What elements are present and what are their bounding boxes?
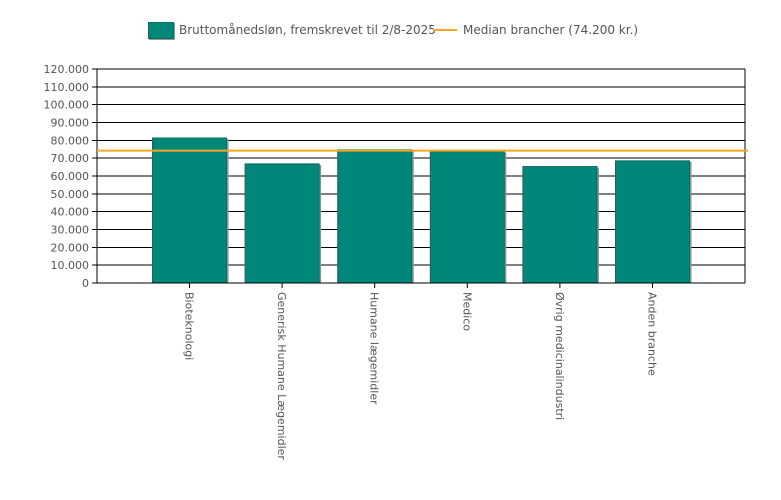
y-tick-label: 110.000 — [44, 81, 90, 94]
x-tick-label: Humane lægemidler — [368, 292, 381, 405]
bar — [337, 149, 413, 284]
bar — [615, 160, 690, 284]
legend-label-median: Median brancher (74.200 kr.) — [463, 23, 639, 37]
y-tick-label: 90.000 — [51, 117, 90, 130]
legend-item-salary[interactable]: Bruttomånedsløn, fremskrevet til 2/8-202… — [148, 20, 436, 40]
legend-swatch-salary — [148, 21, 174, 39]
legend-label-salary: Bruttomånedsløn, fremskrevet til 2/8-202… — [179, 23, 436, 37]
bar — [522, 166, 598, 284]
y-tick-label: 30.000 — [51, 224, 90, 237]
x-tick-label: Bioteknologi — [183, 292, 196, 360]
y-tick-label: 50.000 — [51, 188, 90, 201]
y-tick-label: 80.000 — [51, 134, 90, 147]
x-tick-label: Øvrig medicinalindustri — [553, 292, 566, 420]
y-tick-label: 60.000 — [51, 170, 90, 183]
y-tick-label: 40.000 — [51, 206, 90, 219]
bar — [152, 137, 227, 284]
y-tick-label: 120.000 — [44, 63, 90, 76]
legend-swatch-median — [433, 29, 457, 31]
legend: Bruttomånedsløn, fremskrevet til 2/8-202… — [0, 20, 781, 40]
y-tick-label: 70.000 — [51, 152, 90, 165]
y-tick-label: 20.000 — [51, 241, 90, 254]
bar — [429, 150, 505, 284]
legend-item-median[interactable]: Median brancher (74.200 kr.) — [433, 20, 638, 40]
x-tick-label: Anden branche — [646, 292, 659, 376]
y-tick-label: 10.000 — [51, 259, 90, 272]
x-tick-label: Generisk Humane Lægemidler — [275, 292, 288, 460]
x-tick-label: Medico — [460, 292, 473, 331]
bar — [244, 163, 320, 284]
y-tick-label: 100.000 — [44, 99, 90, 112]
y-tick-label: 0 — [82, 277, 89, 290]
